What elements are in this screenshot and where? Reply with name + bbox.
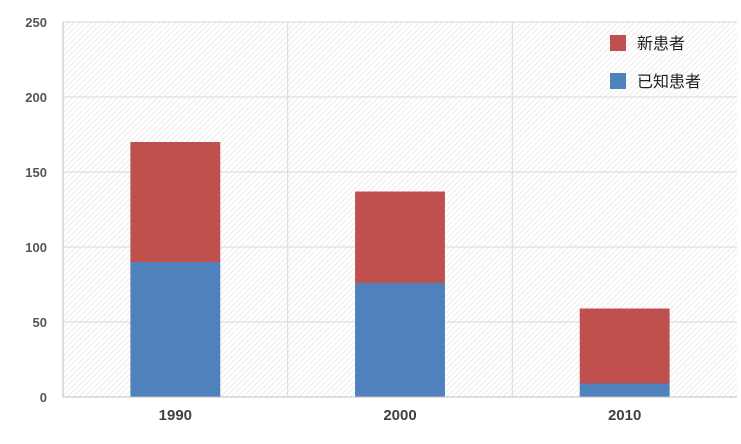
x-tick-label: 1990 xyxy=(159,407,192,424)
bar-2000-known-patients xyxy=(355,283,445,397)
y-tick-label: 50 xyxy=(33,315,47,330)
bar-2010-known-patients xyxy=(579,383,670,397)
axes: 0 50 100 150 200 250 1990 2000 2010 xyxy=(25,15,737,424)
y-tick-label: 0 xyxy=(40,390,47,405)
bar-1990-new-patients xyxy=(130,142,221,262)
legend-swatch xyxy=(610,35,626,51)
x-tick-label: 2010 xyxy=(608,407,641,424)
legend-swatch xyxy=(610,73,626,89)
y-tick-label: 150 xyxy=(25,165,47,180)
legend-label: 已知患者 xyxy=(637,72,701,91)
y-tick-label: 250 xyxy=(25,15,47,30)
bar-1990-known-patients xyxy=(130,262,221,397)
bar-2010-new-patients xyxy=(579,308,670,384)
y-tick-label: 100 xyxy=(25,240,47,255)
bars xyxy=(130,142,670,397)
legend-label: 新患者 xyxy=(637,34,685,53)
y-tick-label: 200 xyxy=(25,90,47,105)
bar-2000-new-patients xyxy=(355,191,445,283)
x-tick-label: 2000 xyxy=(383,407,416,424)
